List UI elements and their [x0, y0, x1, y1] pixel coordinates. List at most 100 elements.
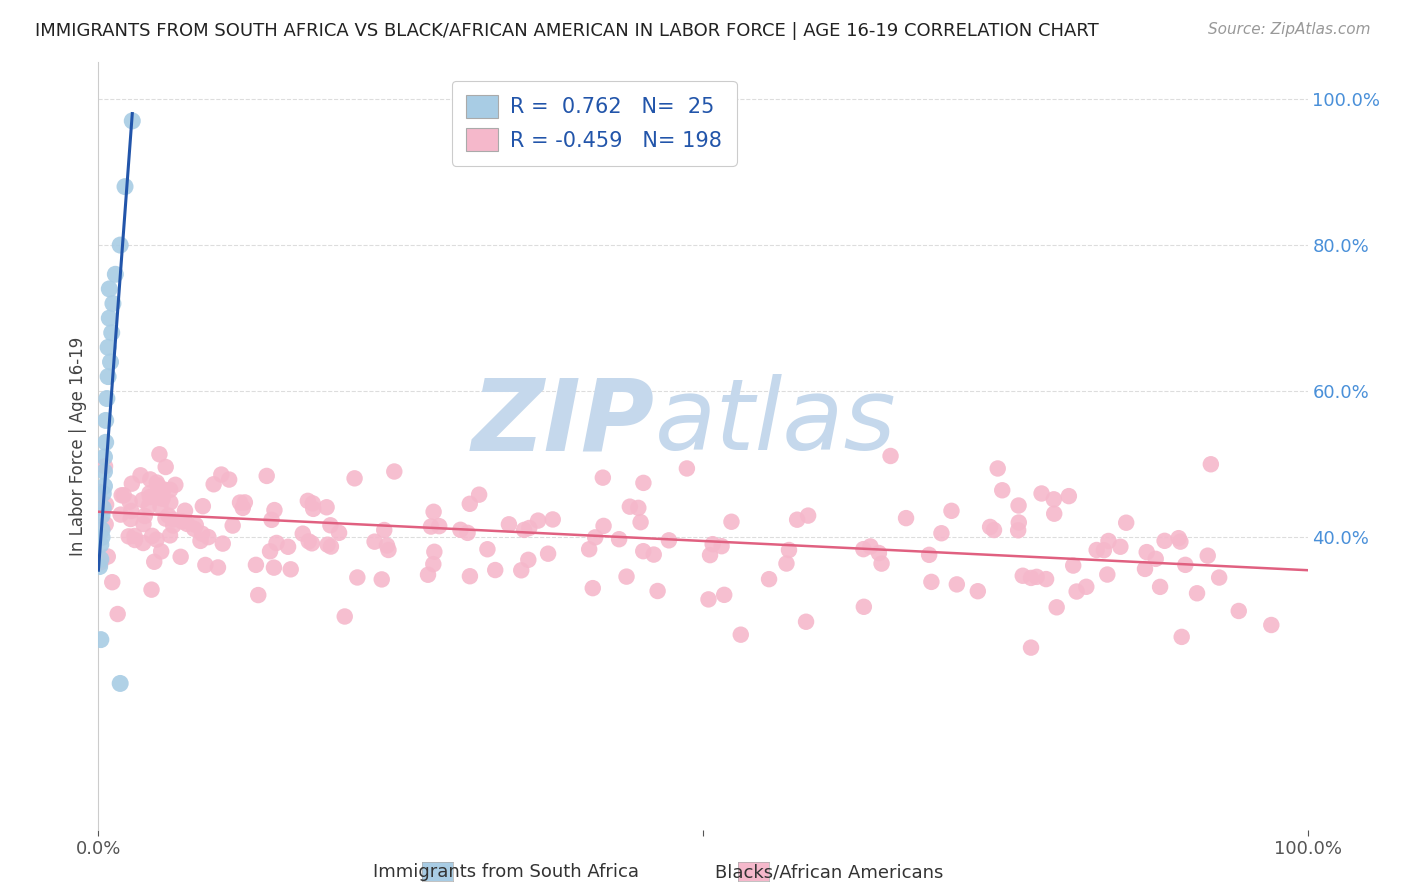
- Point: [145, 533, 167, 547]
- Point: [363, 534, 385, 549]
- Point: [458, 569, 481, 583]
- Point: [513, 523, 536, 537]
- Point: [90, 538, 112, 552]
- Point: [139, 472, 162, 486]
- Point: [97, 549, 120, 564]
- Point: [260, 513, 283, 527]
- Point: [498, 517, 520, 532]
- Point: [458, 497, 481, 511]
- Point: [259, 544, 281, 558]
- Point: [633, 544, 655, 558]
- Point: [302, 501, 325, 516]
- Point: [94, 517, 117, 532]
- Point: [1227, 604, 1250, 618]
- Point: [702, 537, 724, 551]
- Point: [93, 450, 115, 464]
- Point: [89, 484, 111, 499]
- Point: [1019, 640, 1042, 655]
- Point: [979, 520, 1001, 534]
- Point: [110, 508, 132, 522]
- Point: [319, 540, 342, 554]
- Point: [191, 526, 214, 541]
- Point: [124, 529, 146, 543]
- Point: [91, 501, 114, 516]
- Point: [120, 504, 142, 518]
- Text: ZIP: ZIP: [471, 375, 655, 472]
- Point: [370, 573, 392, 587]
- Point: [918, 548, 941, 562]
- Text: Blacks/African Americans: Blacks/African Americans: [716, 863, 943, 881]
- Point: [1109, 540, 1132, 554]
- Point: [301, 536, 323, 550]
- Point: [983, 523, 1005, 537]
- Point: [301, 496, 323, 510]
- Point: [449, 523, 471, 537]
- Point: [183, 522, 205, 536]
- Point: [422, 557, 444, 571]
- Point: [229, 495, 252, 509]
- Point: [150, 544, 173, 558]
- Point: [941, 504, 963, 518]
- Point: [162, 518, 184, 533]
- Point: [527, 514, 550, 528]
- Point: [1208, 570, 1230, 584]
- Point: [607, 532, 630, 546]
- Point: [647, 584, 669, 599]
- Point: [232, 500, 254, 515]
- Point: [90, 555, 112, 569]
- Point: [277, 540, 299, 554]
- Point: [797, 508, 820, 523]
- Point: [96, 392, 118, 406]
- Point: [1007, 499, 1029, 513]
- Point: [1136, 545, 1159, 559]
- Point: [517, 553, 540, 567]
- Point: [423, 545, 446, 559]
- Point: [152, 483, 174, 497]
- Point: [1199, 457, 1222, 471]
- Point: [643, 548, 665, 562]
- Point: [172, 515, 194, 529]
- Point: [146, 478, 169, 492]
- Point: [894, 511, 917, 525]
- Point: [710, 539, 733, 553]
- Point: [94, 498, 117, 512]
- Point: [280, 562, 302, 576]
- Point: [131, 493, 153, 508]
- Point: [93, 479, 115, 493]
- Point: [946, 577, 969, 591]
- Point: [316, 538, 339, 552]
- Point: [266, 536, 288, 550]
- Point: [1097, 533, 1119, 548]
- Point: [121, 114, 143, 128]
- Point: [713, 588, 735, 602]
- Point: [758, 572, 780, 586]
- Point: [484, 563, 506, 577]
- Point: [328, 525, 350, 540]
- Point: [343, 471, 366, 485]
- Point: [1097, 567, 1119, 582]
- Point: [457, 525, 479, 540]
- Point: [1149, 580, 1171, 594]
- Point: [730, 628, 752, 642]
- Legend: R =  0.762   N=  25, R = -0.459   N= 198: R = 0.762 N= 25, R = -0.459 N= 198: [451, 80, 737, 166]
- Point: [152, 491, 174, 506]
- Point: [155, 460, 177, 475]
- Point: [145, 491, 167, 505]
- Point: [630, 515, 652, 529]
- Point: [699, 548, 721, 562]
- Point: [108, 676, 131, 690]
- Point: [209, 467, 232, 482]
- Point: [966, 584, 988, 599]
- Point: [112, 488, 135, 502]
- Point: [510, 563, 533, 577]
- Point: [1007, 524, 1029, 538]
- Point: [120, 512, 142, 526]
- Point: [148, 447, 170, 461]
- Point: [93, 465, 115, 479]
- Point: [658, 533, 681, 548]
- Point: [94, 459, 117, 474]
- Point: [868, 546, 890, 560]
- Point: [778, 543, 800, 558]
- Point: [107, 607, 129, 621]
- Point: [233, 495, 256, 509]
